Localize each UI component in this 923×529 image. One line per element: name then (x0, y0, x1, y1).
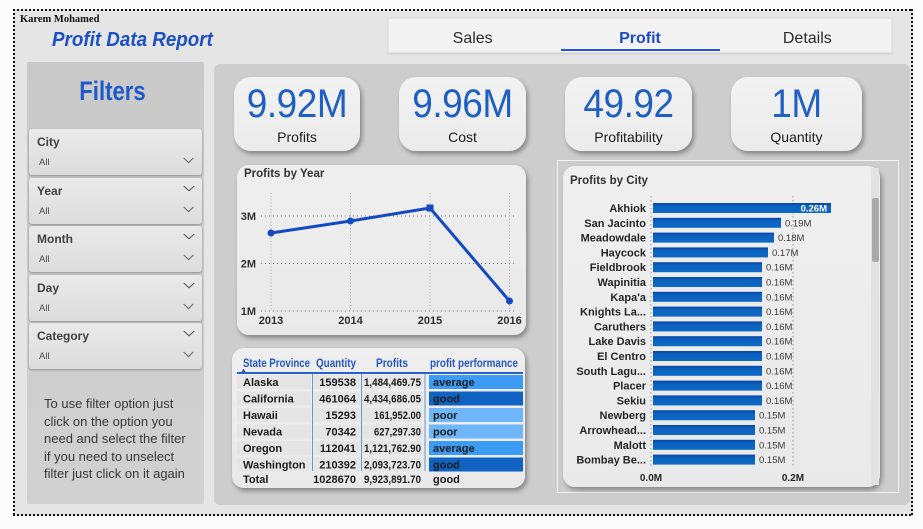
svg-text:159538: 159538 (319, 377, 356, 389)
svg-text:San Jacinto: San Jacinto (584, 218, 646, 230)
svg-text:0.16M: 0.16M (766, 337, 792, 348)
svg-text:Alaska: Alaska (243, 377, 279, 389)
svg-text:0.0M: 0.0M (640, 473, 662, 484)
svg-text:0.16M: 0.16M (766, 307, 792, 318)
svg-text:0.15M: 0.15M (759, 411, 785, 422)
svg-text:627,297.30: 627,297.30 (374, 427, 421, 439)
svg-text:0.19M: 0.19M (785, 218, 811, 229)
svg-text:0.26M: 0.26M (801, 204, 827, 215)
svg-text:Quantity: Quantity (316, 356, 356, 370)
svg-text:0.16M: 0.16M (766, 292, 792, 303)
svg-text:0.15M: 0.15M (759, 426, 785, 437)
svg-text:0.2M: 0.2M (782, 473, 804, 484)
svg-text:Washington: Washington (243, 460, 306, 472)
svg-text:poor: poor (433, 427, 458, 439)
svg-text:average: average (433, 443, 475, 455)
svg-text:South Lagu...: South Lagu... (576, 366, 646, 378)
svg-text:poor: poor (433, 410, 458, 422)
svg-text:1,121,762.90: 1,121,762.90 (364, 443, 421, 455)
svg-text:Meadowdale: Meadowdale (581, 233, 646, 245)
svg-text:Arrowhead...: Arrowhead... (579, 425, 646, 437)
svg-text:461064: 461064 (319, 394, 357, 406)
svg-text:0.17M: 0.17M (772, 248, 798, 259)
svg-text:112041: 112041 (320, 443, 356, 455)
svg-text:1,484,469.75: 1,484,469.75 (364, 377, 421, 389)
svg-text:15293: 15293 (325, 410, 356, 422)
svg-text:good: good (433, 474, 460, 486)
svg-text:Oregon: Oregon (243, 443, 282, 455)
svg-text:0.15M: 0.15M (759, 455, 785, 466)
svg-text:0.16M: 0.16M (766, 366, 792, 377)
svg-text:2014: 2014 (338, 315, 363, 327)
svg-text:0.16M: 0.16M (766, 278, 792, 289)
svg-text:Wapinitia: Wapinitia (598, 277, 647, 289)
svg-text:2013: 2013 (259, 315, 283, 327)
svg-text:0.16M: 0.16M (766, 322, 792, 333)
svg-text:2,093,723.70: 2,093,723.70 (364, 460, 421, 472)
svg-text:average: average (433, 377, 475, 389)
svg-text:2015: 2015 (418, 315, 442, 327)
svg-text:Lake Davis: Lake Davis (589, 336, 646, 348)
svg-text:Kapa'a: Kapa'a (610, 292, 647, 304)
svg-text:Hawaii: Hawaii (243, 410, 278, 422)
svg-text:0.15M: 0.15M (759, 440, 785, 451)
svg-text:Haycock: Haycock (601, 247, 647, 259)
svg-text:1028670: 1028670 (313, 474, 356, 486)
svg-text:2M: 2M (241, 259, 256, 271)
svg-text:Placer: Placer (613, 381, 647, 393)
svg-text:Total: Total (243, 474, 268, 486)
svg-text:70342: 70342 (325, 427, 356, 439)
svg-text:4,434,686.05: 4,434,686.05 (364, 394, 421, 406)
svg-text:0.16M: 0.16M (766, 352, 792, 363)
svg-text:profit performance: profit performance (430, 356, 518, 370)
svg-text:good: good (433, 394, 460, 406)
svg-text:Knights La...: Knights La... (580, 307, 646, 319)
svg-text:Akhiok: Akhiok (609, 203, 647, 215)
svg-text:161,952.00: 161,952.00 (374, 410, 421, 422)
svg-text:State Province: State Province (243, 356, 310, 370)
svg-text:0.16M: 0.16M (766, 396, 792, 407)
svg-text:0.16M: 0.16M (766, 381, 792, 392)
svg-text:Caruthers: Caruthers (594, 321, 646, 333)
svg-text:Profits: Profits (376, 356, 408, 370)
svg-text:210392: 210392 (319, 460, 356, 472)
svg-text:California: California (243, 394, 295, 406)
svg-text:El Centro: El Centro (597, 351, 646, 363)
svg-text:0.16M: 0.16M (766, 263, 792, 274)
svg-text:9,923,891.70: 9,923,891.70 (364, 474, 421, 486)
svg-text:Sekiu: Sekiu (617, 395, 646, 407)
svg-text:good: good (433, 460, 460, 472)
svg-text:Fieldbrook: Fieldbrook (590, 262, 647, 274)
svg-text:2016: 2016 (497, 315, 521, 327)
svg-text:Malott: Malott (614, 440, 647, 452)
svg-text:0.18M: 0.18M (778, 233, 804, 244)
svg-text:3M: 3M (241, 211, 256, 223)
svg-text:Bombay Be...: Bombay Be... (576, 455, 646, 467)
svg-text:Nevada: Nevada (243, 427, 283, 439)
svg-text:1M: 1M (241, 306, 256, 318)
svg-text:Newberg: Newberg (600, 410, 646, 422)
